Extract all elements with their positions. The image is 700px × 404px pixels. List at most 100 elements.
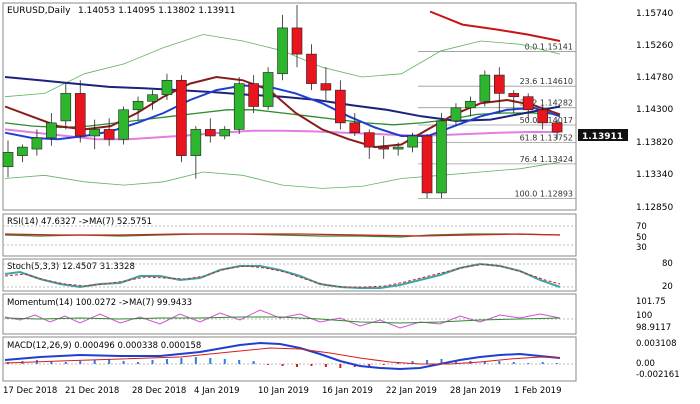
moving-averages [4,10,561,189]
macd-bar [180,358,183,364]
momentum-ma-line [4,316,561,324]
candle-bearish [320,83,332,91]
macd-bar [324,364,327,367]
macd-bar [483,362,486,364]
macd-bar [368,364,371,366]
rsi-ma-line [4,233,561,237]
candle-bearish [205,129,216,137]
macd-bar [238,360,241,364]
symbol-title: EURUSD,Daily [7,6,71,16]
candle-bearish [537,109,548,124]
macd-bar [382,364,385,365]
ma-red-line [429,10,561,42]
date-tick: 21 Dec 2018 [65,386,119,396]
macd-bar [411,361,414,364]
main-panel-frame [2,2,577,211]
candle-bullish [219,129,231,137]
candle-bullish [450,107,462,122]
date-tick: 28 Jan 2019 [450,386,501,396]
macd-bar [440,359,443,364]
candle-bullish [277,27,288,75]
candle-bullish [161,80,173,96]
rsi-tick: 70 [636,222,647,232]
price-axis: 1.15740 1.15260 1.14780 1.14300 1.13820 … [636,9,673,213]
macd-bar [426,360,429,364]
candle-bullish [262,72,274,107]
rsi-tick: 50 [636,233,647,243]
ma-maroon-line [4,75,561,149]
macd-bar [50,361,53,364]
macd-bar [296,364,298,367]
macd-bar [512,362,515,364]
macd-label: MACD(12,26,9) 0.000496 0.000338 0.000158 [7,341,201,351]
momentum-label: Momentum(14) 100.0272 ->MA(7) 99.9433 [7,298,192,308]
momentum-tick: 100 [636,311,652,321]
candle-bullish [479,74,491,102]
macd-bar [556,363,559,364]
macd-bar [93,360,96,364]
macd-signal-line [4,347,561,365]
candle-bullish [407,135,418,148]
macd-bar [267,364,270,365]
candle-bullish [465,100,476,109]
candle-bearish [378,146,390,150]
candle-bullish [190,129,202,156]
macd-bar [165,359,168,364]
macd-panel-frame [2,336,577,382]
macd-bar [137,362,140,364]
fib-level-label: 61.8 1.13752 [520,133,573,142]
candle-bearish [291,27,303,55]
macd-bar [151,360,154,364]
candle-bullish [233,83,245,130]
stoch-panel-frame [2,258,577,292]
candle-bullish [17,146,28,156]
fib-level-label: 76.4 1.13424 [520,155,573,164]
ma-magenta-line [4,128,560,141]
macd-bar [79,361,82,364]
stoch-label: Stoch(5,3,3) 12.4507 31.3328 [7,262,135,272]
macd-bar [252,361,255,364]
date-tick: 22 Jan 2019 [386,386,437,396]
macd-bar [122,361,125,364]
macd-bar [194,357,197,364]
date-tick: 1 Feb 2019 [514,386,562,396]
macd-bar [541,362,544,364]
candle-bearish [508,93,520,97]
macd-bar [223,359,226,364]
ma-green-line [4,109,561,129]
fib-level-label: 23.6 1.14610 [520,77,573,86]
date-axis: 17 Dec 2018 21 Dec 2018 28 Dec 2018 4 Ja… [3,386,562,396]
candle-bullish [2,152,14,168]
candle-bullish [118,109,129,140]
momentum-tick: 101.75 [636,297,666,307]
fib-level-label: 100.0 1.12893 [514,190,573,199]
current-price-label: 1.13911 [582,132,623,142]
price-tick: 1.13340 [636,170,673,180]
candle-bearish [74,93,86,137]
fib-level-label: 38.2 1.14282 [520,99,573,108]
macd-bar [108,359,111,364]
price-tick: 1.14780 [636,73,673,83]
candle-bearish [335,89,346,124]
candle-bearish [522,96,534,111]
macd-bar [527,363,530,364]
price-tick: 1.15740 [636,9,673,19]
candle-bullish [132,100,144,111]
bollinger-lower-line [4,161,561,189]
candle-bearish [493,74,505,94]
rsi-panel-frame [2,213,577,257]
macd-tick: -0.002161 [636,370,680,380]
candles [2,5,563,199]
macd-tick: 0.003108 [636,339,677,349]
candle-bullish [31,137,43,150]
candle-bullish [392,146,404,150]
fib-level-label: 0.0 1.15141 [525,42,573,51]
candle-bullish [147,94,158,102]
date-tick: 17 Dec 2018 [3,386,57,396]
macd-tick: 0.00 [636,359,655,369]
candle-bearish [176,80,187,156]
macd-bar [454,360,457,364]
momentum-line [4,309,561,329]
